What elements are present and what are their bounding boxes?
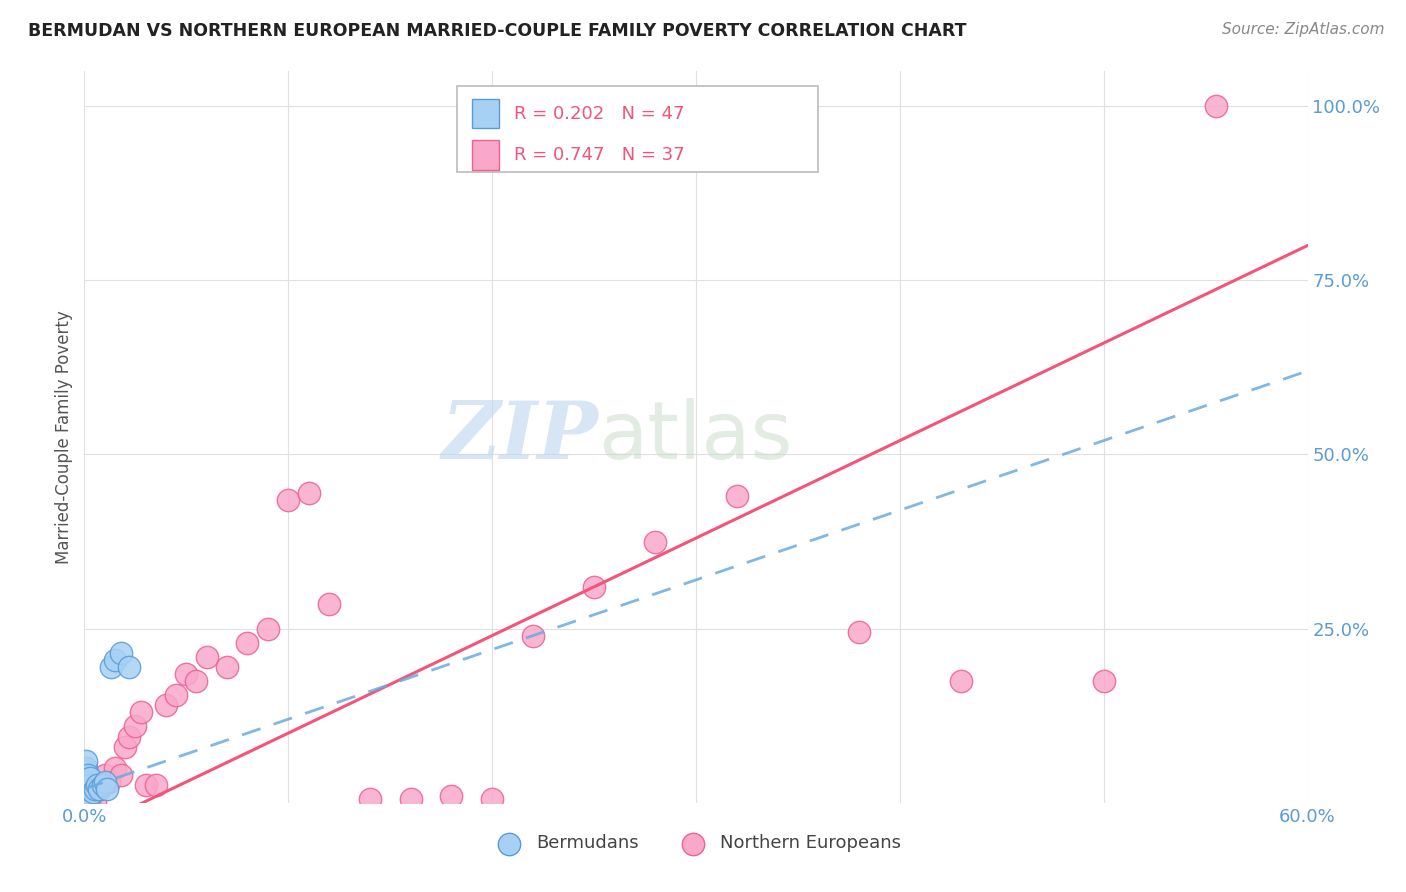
- Point: [75, 795, 97, 809]
- Point: [725, 489, 748, 503]
- Point: [104, 653, 127, 667]
- Bar: [472, 99, 499, 128]
- Point: [950, 673, 973, 688]
- Point: [77, 775, 100, 789]
- Point: [77, 795, 100, 809]
- FancyBboxPatch shape: [457, 86, 818, 172]
- Point: [97, 775, 120, 789]
- Y-axis label: Married-Couple Family Poverty: Married-Couple Family Poverty: [55, 310, 73, 564]
- Point: [75, 795, 97, 809]
- Text: R = 0.747   N = 37: R = 0.747 N = 37: [513, 146, 685, 164]
- Point: [75, 795, 97, 809]
- Point: [75, 795, 97, 809]
- Bar: [472, 140, 499, 169]
- Point: [124, 719, 146, 733]
- Point: [75, 775, 97, 789]
- Point: [298, 485, 321, 500]
- Point: [318, 597, 340, 611]
- Point: [359, 792, 381, 806]
- Point: [75, 795, 97, 809]
- Point: [135, 778, 157, 792]
- Point: [91, 778, 114, 792]
- Point: [1092, 673, 1115, 688]
- Point: [174, 667, 197, 681]
- Point: [75, 772, 97, 786]
- Point: [75, 795, 97, 809]
- Point: [481, 792, 503, 806]
- Point: [75, 781, 97, 796]
- Point: [277, 492, 299, 507]
- Point: [399, 792, 422, 806]
- Point: [110, 768, 132, 782]
- Point: [79, 772, 101, 786]
- Point: [848, 625, 870, 640]
- Point: [644, 534, 666, 549]
- Text: ZIP: ZIP: [441, 399, 598, 475]
- Point: [104, 761, 127, 775]
- Point: [75, 795, 97, 809]
- Point: [75, 795, 97, 809]
- Point: [75, 795, 97, 809]
- Legend: Bermudans, Northern Europeans: Bermudans, Northern Europeans: [484, 827, 908, 860]
- Point: [82, 785, 104, 799]
- Point: [75, 795, 97, 809]
- Point: [75, 795, 97, 809]
- Point: [75, 795, 97, 809]
- Point: [93, 768, 115, 782]
- Point: [77, 781, 100, 796]
- Point: [145, 778, 167, 792]
- Point: [79, 789, 101, 803]
- Point: [118, 730, 141, 744]
- Point: [77, 768, 100, 782]
- Point: [257, 622, 280, 636]
- Point: [87, 781, 110, 796]
- Point: [79, 795, 101, 809]
- Point: [75, 795, 97, 809]
- Point: [1205, 99, 1227, 113]
- Point: [75, 795, 97, 809]
- Point: [75, 764, 97, 779]
- Point: [79, 778, 101, 792]
- Text: R = 0.202   N = 47: R = 0.202 N = 47: [513, 104, 685, 122]
- Point: [440, 789, 463, 803]
- Point: [118, 660, 141, 674]
- Point: [75, 768, 97, 782]
- Point: [522, 629, 544, 643]
- Point: [86, 778, 108, 792]
- Point: [131, 705, 153, 719]
- Point: [165, 688, 187, 702]
- Point: [87, 781, 110, 796]
- Point: [75, 795, 97, 809]
- Point: [583, 580, 606, 594]
- Point: [186, 673, 208, 688]
- Point: [195, 649, 218, 664]
- Point: [75, 795, 97, 809]
- Point: [75, 795, 97, 809]
- Point: [100, 660, 122, 674]
- Text: atlas: atlas: [598, 398, 793, 476]
- Point: [75, 795, 97, 809]
- Point: [83, 795, 105, 809]
- Point: [236, 635, 259, 649]
- Point: [75, 754, 97, 768]
- Point: [75, 795, 97, 809]
- Text: BERMUDAN VS NORTHERN EUROPEAN MARRIED-COUPLE FAMILY POVERTY CORRELATION CHART: BERMUDAN VS NORTHERN EUROPEAN MARRIED-CO…: [28, 22, 966, 40]
- Point: [93, 775, 115, 789]
- Point: [75, 795, 97, 809]
- Point: [217, 660, 239, 674]
- Text: Source: ZipAtlas.com: Source: ZipAtlas.com: [1222, 22, 1385, 37]
- Point: [110, 646, 132, 660]
- Point: [83, 781, 105, 796]
- Point: [114, 740, 136, 755]
- Point: [75, 778, 97, 792]
- Point: [96, 781, 118, 796]
- Point: [155, 698, 177, 713]
- Point: [75, 761, 97, 775]
- Point: [77, 789, 100, 803]
- Point: [75, 795, 97, 809]
